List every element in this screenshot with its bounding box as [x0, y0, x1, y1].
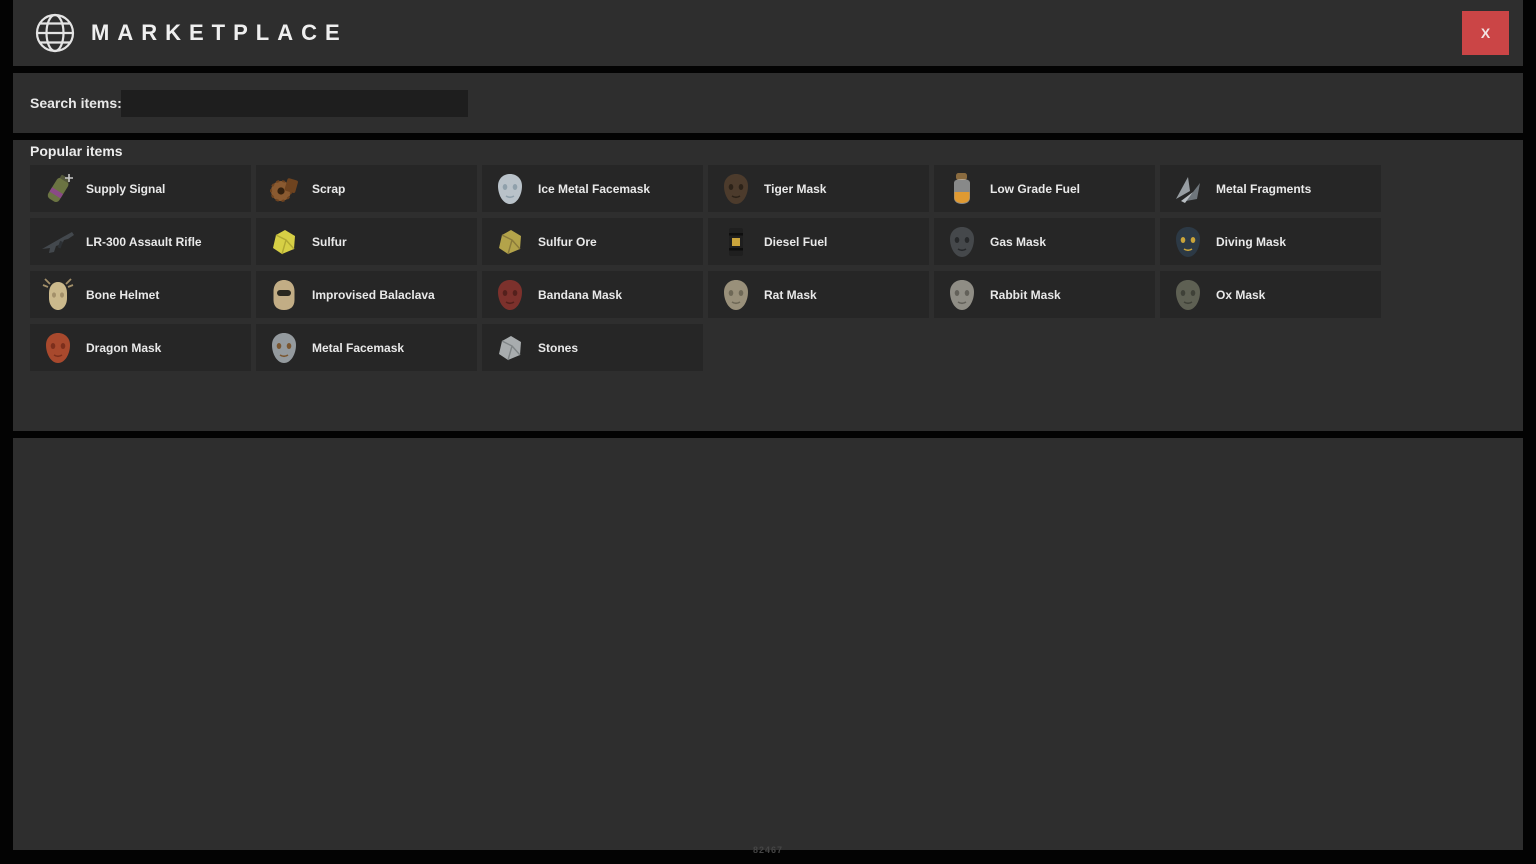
diving-mask-icon [1169, 223, 1207, 261]
sulfur-icon [265, 223, 303, 261]
lr300-assault-rifle-icon [39, 223, 77, 261]
ice-metal-facemask-icon [491, 170, 529, 208]
item-card[interactable]: Scrap [256, 165, 477, 212]
item-card[interactable]: Bone Helmet [30, 271, 251, 318]
supply-signal-icon [39, 170, 77, 208]
tiger-mask-icon [717, 170, 755, 208]
content-panel [13, 438, 1523, 850]
item-label: Diving Mask [1216, 234, 1287, 249]
item-label: Rabbit Mask [990, 287, 1061, 302]
metal-facemask-icon [265, 329, 303, 367]
search-label: Search items: [30, 95, 122, 111]
item-card[interactable]: Ice Metal Facemask [482, 165, 703, 212]
item-label: Scrap [312, 181, 346, 196]
item-label: Stones [538, 340, 579, 355]
header-bar: MARKETPLACE X [13, 0, 1523, 66]
item-card[interactable]: Supply Signal [30, 165, 251, 212]
item-label: Improvised Balaclava [312, 287, 435, 302]
item-card[interactable]: Improvised Balaclava [256, 271, 477, 318]
item-label: Sulfur Ore [538, 234, 597, 249]
item-card[interactable]: Bandana Mask [482, 271, 703, 318]
item-label: Metal Facemask [312, 340, 405, 355]
item-card[interactable]: Stones [482, 324, 703, 371]
ox-mask-icon [1169, 276, 1207, 314]
item-card[interactable]: Low Grade Fuel [934, 165, 1155, 212]
close-button[interactable]: X [1462, 11, 1509, 55]
item-card[interactable]: Diesel Fuel [708, 218, 929, 265]
item-card[interactable]: Tiger Mask [708, 165, 929, 212]
item-card[interactable]: Rat Mask [708, 271, 929, 318]
item-label: Bandana Mask [538, 287, 623, 302]
low-grade-fuel-icon [943, 170, 981, 208]
item-card[interactable]: Rabbit Mask [934, 271, 1155, 318]
item-label: Bone Helmet [86, 287, 160, 302]
item-label: Ice Metal Facemask [538, 181, 651, 196]
popular-items-heading: Popular items [30, 143, 123, 159]
bandana-mask-icon [491, 276, 529, 314]
popular-items-panel: Popular items Supply Signal Scrap Ice Me… [13, 140, 1523, 431]
scrap-icon [265, 170, 303, 208]
rabbit-mask-icon [943, 276, 981, 314]
globe-icon [33, 11, 77, 55]
item-label: Dragon Mask [86, 340, 162, 355]
stones-icon [491, 329, 529, 367]
bone-helmet-icon [39, 276, 77, 314]
item-label: Gas Mask [990, 234, 1047, 249]
rat-mask-icon [717, 276, 755, 314]
page-title: MARKETPLACE [91, 20, 348, 45]
item-card[interactable]: Dragon Mask [30, 324, 251, 371]
item-card[interactable]: Sulfur Ore [482, 218, 703, 265]
item-label: Metal Fragments [1216, 181, 1312, 196]
gas-mask-icon [943, 223, 981, 261]
item-label: Sulfur [312, 234, 347, 249]
item-card[interactable]: Diving Mask [1160, 218, 1381, 265]
improvised-balaclava-icon [265, 276, 303, 314]
search-input[interactable] [121, 90, 468, 117]
sulfur-ore-icon [491, 223, 529, 261]
item-card[interactable]: Metal Facemask [256, 324, 477, 371]
item-label: Tiger Mask [764, 181, 827, 196]
metal-fragments-icon [1169, 170, 1207, 208]
item-card[interactable]: Ox Mask [1160, 271, 1381, 318]
item-card[interactable]: Metal Fragments [1160, 165, 1381, 212]
item-card[interactable]: LR-300 Assault Rifle [30, 218, 251, 265]
item-label: LR-300 Assault Rifle [86, 234, 202, 249]
item-label: Ox Mask [1216, 287, 1266, 302]
diesel-fuel-icon [717, 223, 755, 261]
popular-items-grid: Supply Signal Scrap Ice Metal Facemask T… [30, 165, 1381, 371]
item-label: Low Grade Fuel [990, 181, 1081, 196]
item-card[interactable]: Sulfur [256, 218, 477, 265]
item-label: Diesel Fuel [764, 234, 828, 249]
watermark-text: 82467 [752, 845, 784, 855]
item-label: Rat Mask [764, 287, 817, 302]
dragon-mask-icon [39, 329, 77, 367]
item-label: Supply Signal [86, 181, 166, 196]
search-bar: Search items: [13, 73, 1523, 133]
item-card[interactable]: Gas Mask [934, 218, 1155, 265]
